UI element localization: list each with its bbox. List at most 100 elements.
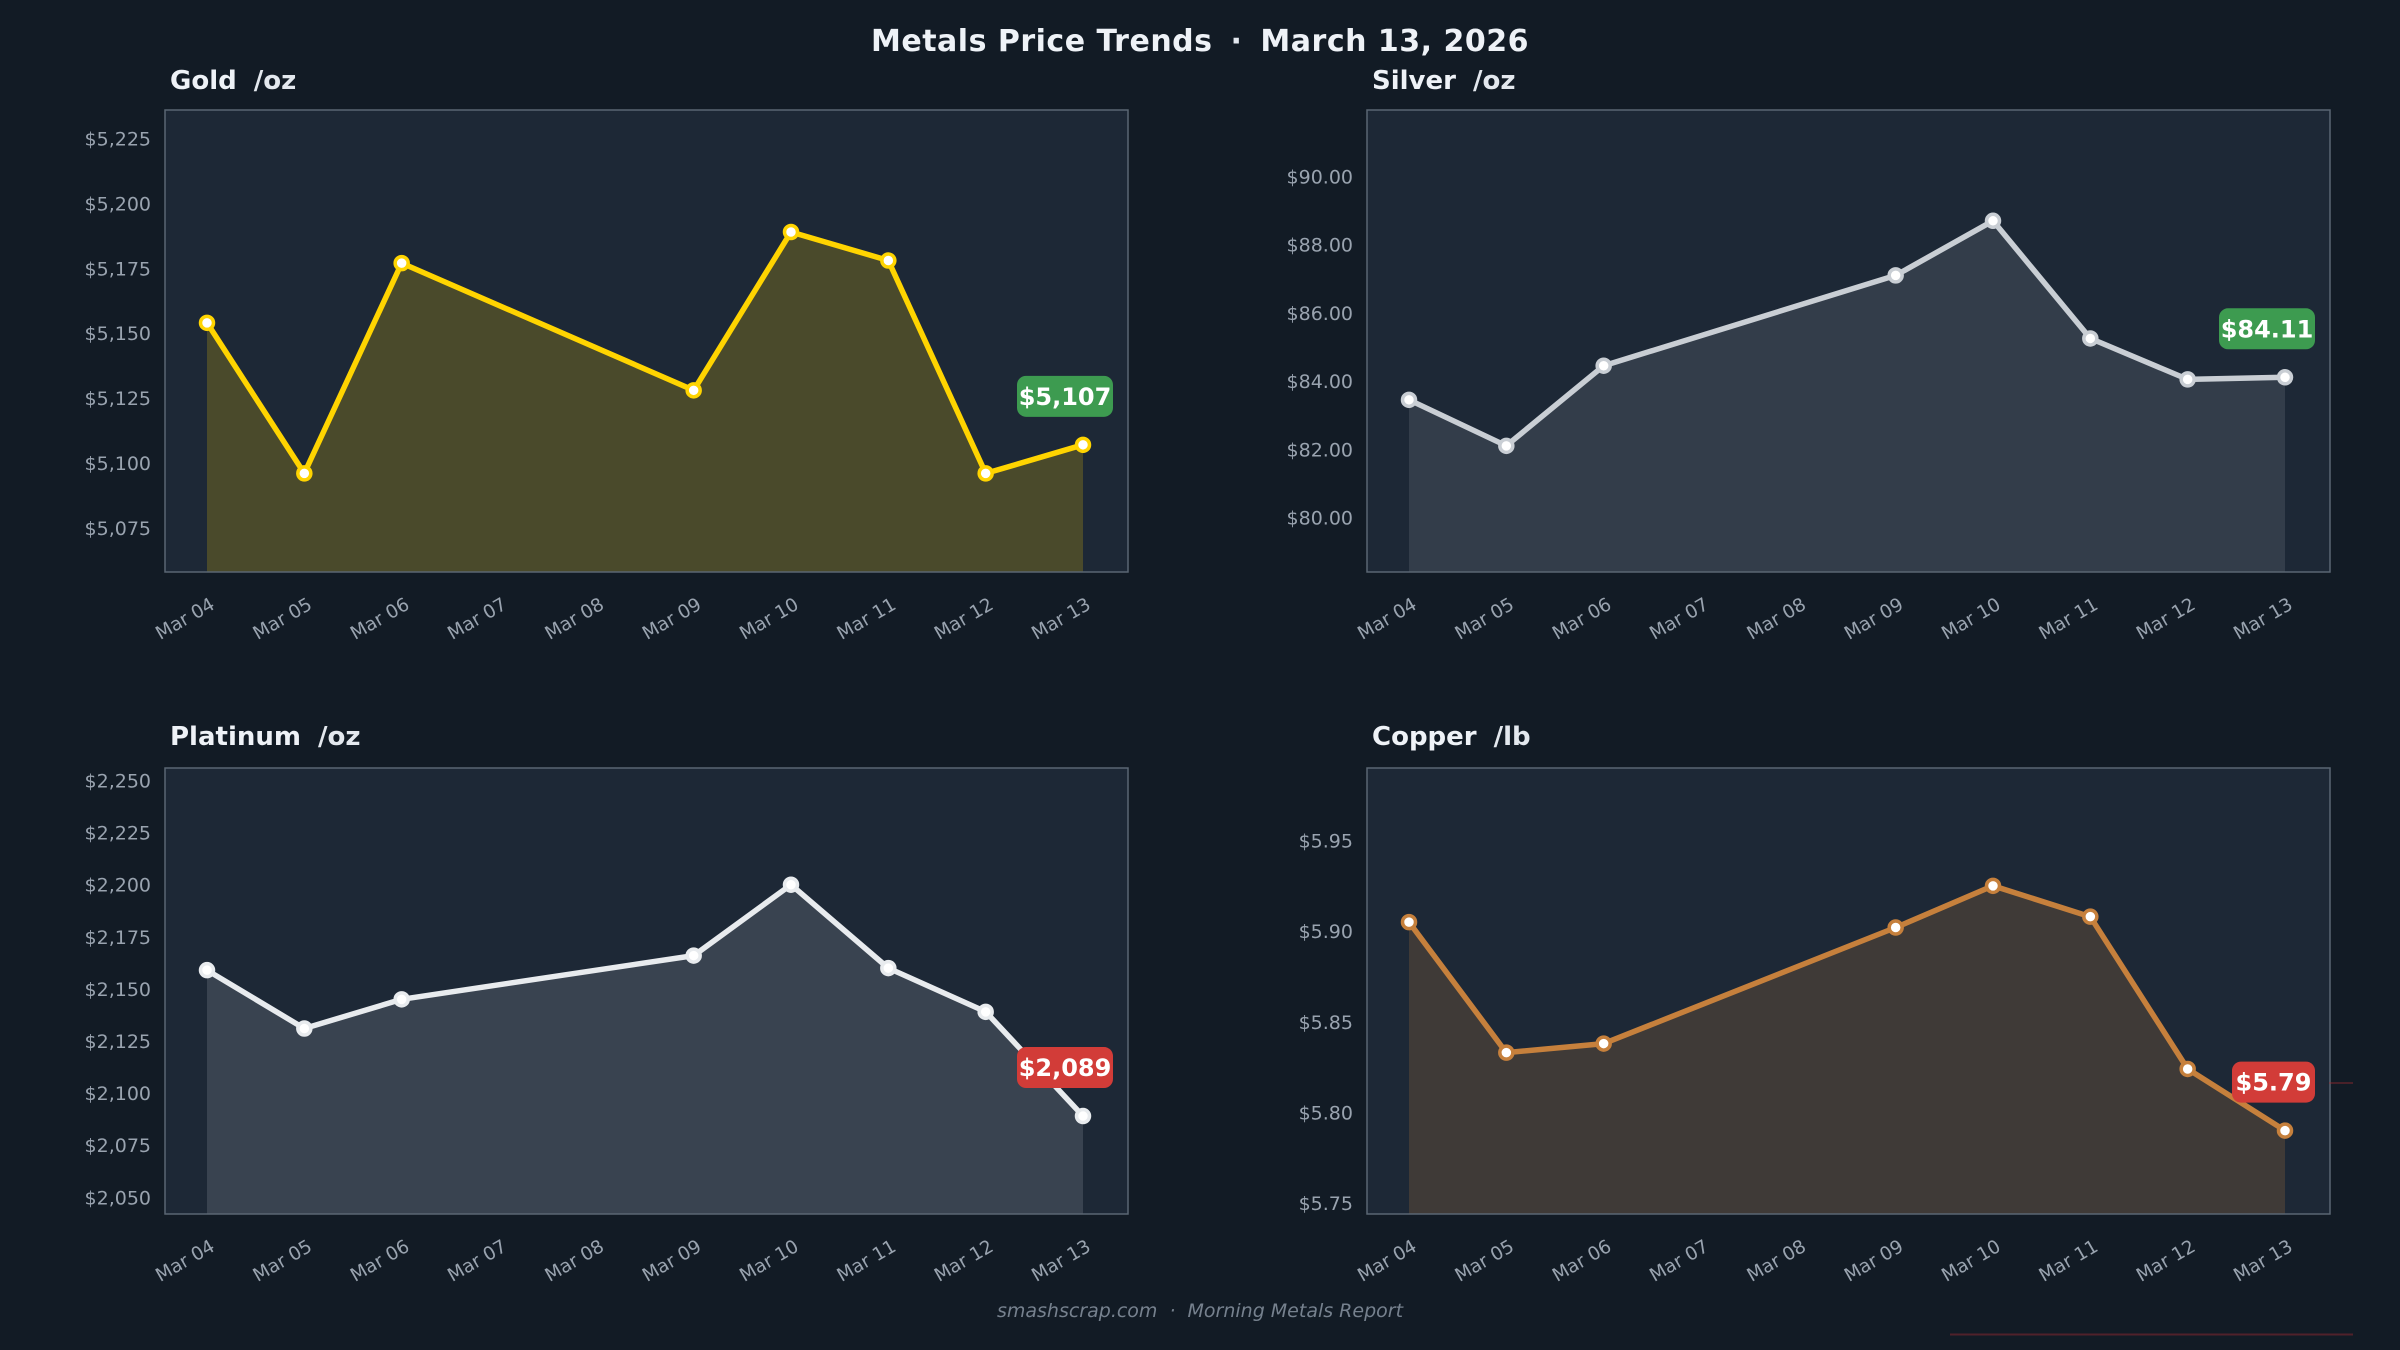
- platinum-data-marker: [782, 876, 800, 893]
- copper-series-line: [1406, 883, 2288, 1134]
- silver-last-value-text: $84.11: [2221, 315, 2314, 343]
- copper-y-tick-label: $5.75: [1299, 1193, 1353, 1215]
- gold-chart-unit: /oz: [253, 66, 297, 96]
- silver-data-marker: [1595, 357, 1612, 374]
- copper-x-tick-label: Mar 11: [2036, 1236, 2102, 1286]
- platinum-x-tick-label: Mar 06: [347, 1236, 413, 1286]
- silver-x-tick-label: Mar 13: [2230, 594, 2296, 644]
- copper-data-marker: [1984, 877, 2002, 895]
- gold-y-tick-label: $5,225: [85, 129, 151, 151]
- platinum-x-tick-label: Mar 09: [639, 1236, 705, 1286]
- gold-plot-frame: [164, 109, 1129, 573]
- silver-x-tick-label: Mar 12: [2133, 594, 2199, 644]
- silver-x-tick-label: Mar 11: [2036, 594, 2102, 644]
- copper-plot-frame: [1366, 767, 2331, 1215]
- copper-last-value-badge: $5.79: [2232, 1061, 2315, 1103]
- copper-data-marker: [1595, 1035, 1612, 1052]
- platinum-plot-area: [165, 768, 1128, 1214]
- copper-plot-area: [1367, 768, 2330, 1214]
- platinum-y-tick-label: $2,050: [85, 1187, 151, 1209]
- gold-last-value-badge: $5,107: [1017, 375, 1113, 417]
- silver-data-marker: [2082, 330, 2099, 347]
- platinum-last-value-badge: $2,089: [1017, 1047, 1113, 1089]
- copper-last-value-text: $5.79: [2236, 1069, 2312, 1097]
- gold-x-tick-label: Mar 13: [1028, 594, 1094, 644]
- platinum-y-tick-label: $2,150: [85, 979, 151, 1001]
- copper-x-tick-label: Mar 06: [1549, 1236, 1615, 1286]
- platinum-x-tick-label: Mar 13: [1028, 1236, 1094, 1286]
- copper-chart: $5.75 $5.80 $5.85 $5.90 $5.95 Mar 04 Mar 05 Mar…: [1299, 767, 2331, 1286]
- gold-x-tick-label: Mar 07: [444, 594, 510, 644]
- copper-chart-unit: /lb: [1493, 722, 1531, 752]
- silver-data-marker: [1498, 437, 1515, 455]
- platinum-y-tick-label: $2,100: [85, 1083, 151, 1105]
- platinum-y-tick-label: $2,075: [85, 1135, 151, 1157]
- platinum-x-tick-label: Mar 05: [250, 1236, 316, 1286]
- gold-y-tick-label: $5,150: [85, 323, 151, 345]
- gold-data-marker: [296, 465, 313, 482]
- gold-chart-title-text: Gold: [170, 66, 237, 96]
- copper-chart-title: Copper/lb: [1372, 722, 1531, 752]
- gold-plot-area: [165, 110, 1128, 572]
- platinum-y-tick-label: $2,250: [85, 771, 151, 793]
- silver-y-tick-label: $80.00: [1287, 507, 1353, 529]
- silver-x-tick-label: Mar 06: [1549, 594, 1615, 644]
- copper-data-marker: [1498, 1044, 1515, 1061]
- copper-x-tick-label: Mar 09: [1841, 1236, 1907, 1286]
- silver-x-tick-label: Mar 10: [1938, 594, 2004, 644]
- platinum-data-marker: [880, 959, 897, 977]
- copper-y-tick-label: $5.80: [1299, 1102, 1353, 1124]
- gold-data-marker: [393, 254, 410, 272]
- footer-separator: ·: [1169, 1300, 1176, 1322]
- platinum-x-tick-label: Mar 11: [834, 1236, 900, 1286]
- gold-chart: $5,075 $5,100 $5,125 $5,150 $5,175 $5,200 $5,2…: [85, 109, 1129, 644]
- copper-data-marker: [2276, 1122, 2294, 1139]
- silver-plot-frame: [1366, 109, 2331, 573]
- silver-data-marker: [2276, 369, 2294, 386]
- footer-report-name: Morning Metals Report: [1187, 1300, 1404, 1322]
- platinum-chart: $2,050 $2,075 $2,100 $2,125 $2,150 $2,175 $2,2…: [85, 767, 1129, 1286]
- page-title: Metals Price Trends · March 13, 2026: [0, 24, 2400, 60]
- platinum-last-value-text: $2,089: [1019, 1054, 1112, 1082]
- silver-data-marker: [1984, 212, 2002, 230]
- copper-x-tick-label: Mar 07: [1646, 1236, 1712, 1286]
- platinum-data-marker: [393, 991, 410, 1008]
- platinum-data-marker: [296, 1020, 313, 1037]
- footer: smashscrap.com · Morning Metals Report: [0, 1298, 2400, 1324]
- silver-chart: $80.00 $82.00 $84.00 $86.00 $88.00 $90.00 Mar …: [1287, 109, 2331, 644]
- gold-y-tick-label: $5,125: [85, 388, 151, 410]
- copper-y-tick-label: $5.95: [1299, 831, 1353, 853]
- gold-x-tick-label: Mar 09: [639, 594, 705, 644]
- silver-data-marker: [2179, 371, 2196, 388]
- copper-data-marker: [1400, 913, 1418, 931]
- gold-y-tick-label: $5,175: [85, 258, 151, 280]
- gold-y-tick-label: $5,100: [85, 453, 151, 475]
- platinum-data-marker: [1074, 1107, 1092, 1125]
- silver-x-tick-label: Mar 05: [1452, 594, 1518, 644]
- gold-chart-title: Gold/oz: [170, 66, 296, 96]
- copper-data-marker: [2179, 1060, 2196, 1078]
- platinum-y-tick-label: $2,225: [85, 823, 151, 845]
- copper-x-tick-label: Mar 13: [2230, 1236, 2296, 1286]
- silver-chart-title-text: Silver: [1372, 66, 1456, 96]
- silver-series-fill: [1409, 220, 2285, 573]
- silver-y-tick-label: $88.00: [1287, 235, 1353, 257]
- copper-y-tick-label: $5.90: [1299, 921, 1353, 943]
- silver-last-value-badge: $84.11: [2219, 308, 2315, 350]
- gold-x-tick-label: Mar 08: [542, 594, 608, 644]
- gold-data-marker: [1074, 436, 1092, 454]
- platinum-series-line: [204, 881, 1086, 1119]
- platinum-x-tick-label: Mar 08: [542, 1236, 608, 1286]
- platinum-x-tick-label: Mar 04: [152, 1236, 218, 1286]
- silver-y-tick-label: $90.00: [1287, 166, 1353, 188]
- gold-data-marker: [685, 382, 702, 399]
- page-title-text: Metals Price Trends: [871, 24, 1213, 59]
- platinum-plot-frame: [164, 767, 1129, 1215]
- gold-x-tick-label: Mar 04: [152, 594, 218, 644]
- silver-y-tick-label: $86.00: [1287, 303, 1353, 325]
- copper-x-tick-label: Mar 12: [2133, 1236, 2199, 1286]
- gold-y-tick-label: $5,075: [85, 518, 151, 540]
- gold-x-tick-label: Mar 10: [736, 594, 802, 644]
